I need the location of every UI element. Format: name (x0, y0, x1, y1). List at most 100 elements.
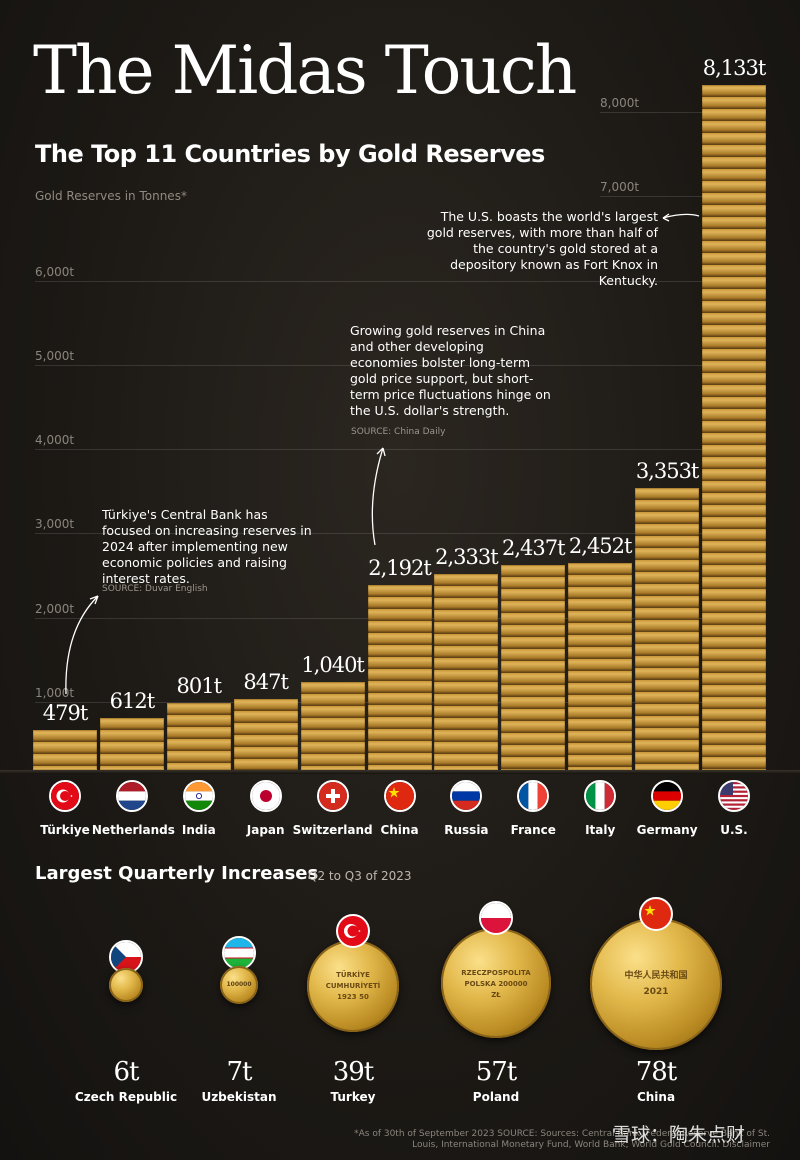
footer-line-2: Louis, International Monetary Fund, Worl… (412, 1140, 770, 1150)
bar-value-label: 2,333t (435, 544, 499, 569)
category-label: Italy (585, 823, 616, 837)
chart-floor (0, 770, 800, 774)
uzbekistan-coin-text: 100000 (226, 981, 252, 988)
category-label: India (181, 823, 216, 837)
bar-value-label: 8,133t (702, 56, 767, 80)
bar-netherlands (99, 718, 164, 770)
increase-country: Czech Republic (74, 1090, 178, 1104)
increase-country: Uzbekistan (201, 1090, 277, 1104)
increases-period: Q2 to Q3 of 2023 (308, 869, 412, 883)
gridline (35, 533, 765, 535)
netherlands-flag-icon (115, 780, 148, 812)
increase-value: 78t (635, 1057, 678, 1087)
bar-value-label: 1,040t (301, 653, 365, 678)
gridline (600, 196, 765, 198)
bar-france (501, 564, 566, 770)
bar-value-label: 2,192t (368, 556, 432, 581)
category-label: China (380, 823, 419, 837)
bar-value-label: 847t (243, 669, 289, 694)
china-coin: 中华人民共和国 2021 (590, 918, 722, 1050)
uzbekistan-coin: 100000 (220, 966, 258, 1004)
page-subtitle: The Top 11 Countries by Gold Reserves (35, 140, 545, 168)
bar-japan (233, 698, 298, 770)
increase-country: Poland (472, 1090, 520, 1104)
china-annotation-source: SOURCE: China Daily (351, 427, 446, 437)
poland-coin-text: RZECZPOSPOLITA POLSKA 200000 ZŁ (461, 969, 531, 999)
y-axis-label: Gold Reserves in Tonnes* (35, 189, 187, 203)
increases-title: Largest Quarterly Increases (35, 863, 319, 884)
y-tick-label: 6,000t (35, 264, 75, 279)
us-flag-icon (718, 780, 750, 812)
turkiye-annotation-arrow (65, 595, 99, 695)
uzbekistan-flag-icon (222, 936, 256, 970)
china-flag-icon (383, 780, 416, 812)
increase-country: China (636, 1090, 676, 1104)
india-flag-icon (182, 780, 215, 812)
y-tick-label: 3,000t (35, 517, 75, 532)
turkey-coin-text: TÜRKİYE CUMHURİYETİ 1923 50 (325, 971, 381, 1001)
increase-value: 7t (226, 1057, 253, 1087)
czech-coin (109, 968, 143, 1002)
bar-italy (568, 563, 633, 770)
china-coin-text: 中华人民共和国 2021 (624, 971, 688, 997)
y-tick-label: 7,000t (600, 180, 640, 195)
turkiye-annotation-source: SOURCE: Duvar English (102, 584, 208, 594)
russia-flag-icon (450, 780, 483, 812)
france-flag-icon (517, 780, 550, 812)
us-annotation-arrow (662, 213, 700, 222)
turkey-flag-icon (49, 780, 81, 812)
category-label: U.S. (720, 823, 748, 837)
bar-germany (635, 487, 700, 770)
category-label: Russia (444, 823, 489, 837)
gridline (600, 112, 765, 114)
bar-switzerland (300, 682, 365, 770)
bar-russia (434, 573, 499, 770)
y-tick-label: 5,000t (35, 348, 75, 363)
y-tick-label: 1,000t (35, 685, 75, 700)
bar-trkiye (33, 729, 97, 770)
switzerland-flag-icon (316, 780, 349, 812)
footer-note: *As of 30th of September 2023 SOURCE: So… (270, 1129, 770, 1151)
bar-india (166, 702, 231, 770)
poland-flag-icon (479, 901, 513, 935)
turkey-flag-icon (336, 914, 370, 948)
bar-value-label: 2,452t (568, 534, 633, 559)
china-annotation: Growing gold reserves in China and other… (350, 323, 551, 418)
turkiye-annotation: Türkiye's Central Bank has focused on in… (102, 507, 312, 586)
bar-china (367, 585, 432, 770)
china-annotation-arrow (371, 447, 386, 546)
germany-flag-icon (651, 780, 684, 812)
y-tick-label: 8,000t (600, 96, 640, 111)
increase-value: 6t (113, 1057, 140, 1087)
category-label: Türkiye (40, 823, 90, 837)
poland-coin: RZECZPOSPOLITA POLSKA 200000 ZŁ (441, 928, 551, 1038)
increase-country: Turkey (330, 1090, 376, 1104)
italy-flag-icon (584, 780, 617, 812)
category-label: Switzerland (292, 823, 373, 837)
japan-flag-icon (249, 780, 282, 812)
us-annotation: The U.S. boasts the world's largest gold… (426, 209, 658, 288)
increase-value: 57t (475, 1057, 518, 1087)
footer-line-1: *As of 30th of September 2023 SOURCE: So… (354, 1129, 770, 1139)
bar-value-label: 479t (42, 700, 89, 725)
category-label: Netherlands (91, 823, 175, 837)
increase-value: 39t (332, 1057, 375, 1087)
turkey-coin: TÜRKİYE CUMHURİYETİ 1923 50 (307, 940, 399, 1032)
watermark: 雪球：陶朱点财 (612, 1124, 746, 1146)
page-title: The Midas Touch (33, 32, 577, 109)
y-tick-label: 4,000t (35, 433, 75, 448)
gridline (35, 280, 765, 282)
czech-flag-icon (109, 940, 143, 974)
bar-value-label: 612t (109, 689, 156, 714)
y-tick-label: 2,000t (35, 601, 75, 616)
china-flag-icon-small (639, 897, 673, 931)
bar-value-label: 2,437t (502, 535, 566, 560)
bar-value-label: 801t (176, 673, 223, 698)
gridline (35, 449, 765, 451)
category-label: Japan (246, 823, 285, 837)
bar-us (702, 85, 766, 770)
category-label: Germany (636, 823, 698, 837)
bar-value-label: 3,353t (635, 458, 700, 483)
gridline (35, 364, 765, 366)
